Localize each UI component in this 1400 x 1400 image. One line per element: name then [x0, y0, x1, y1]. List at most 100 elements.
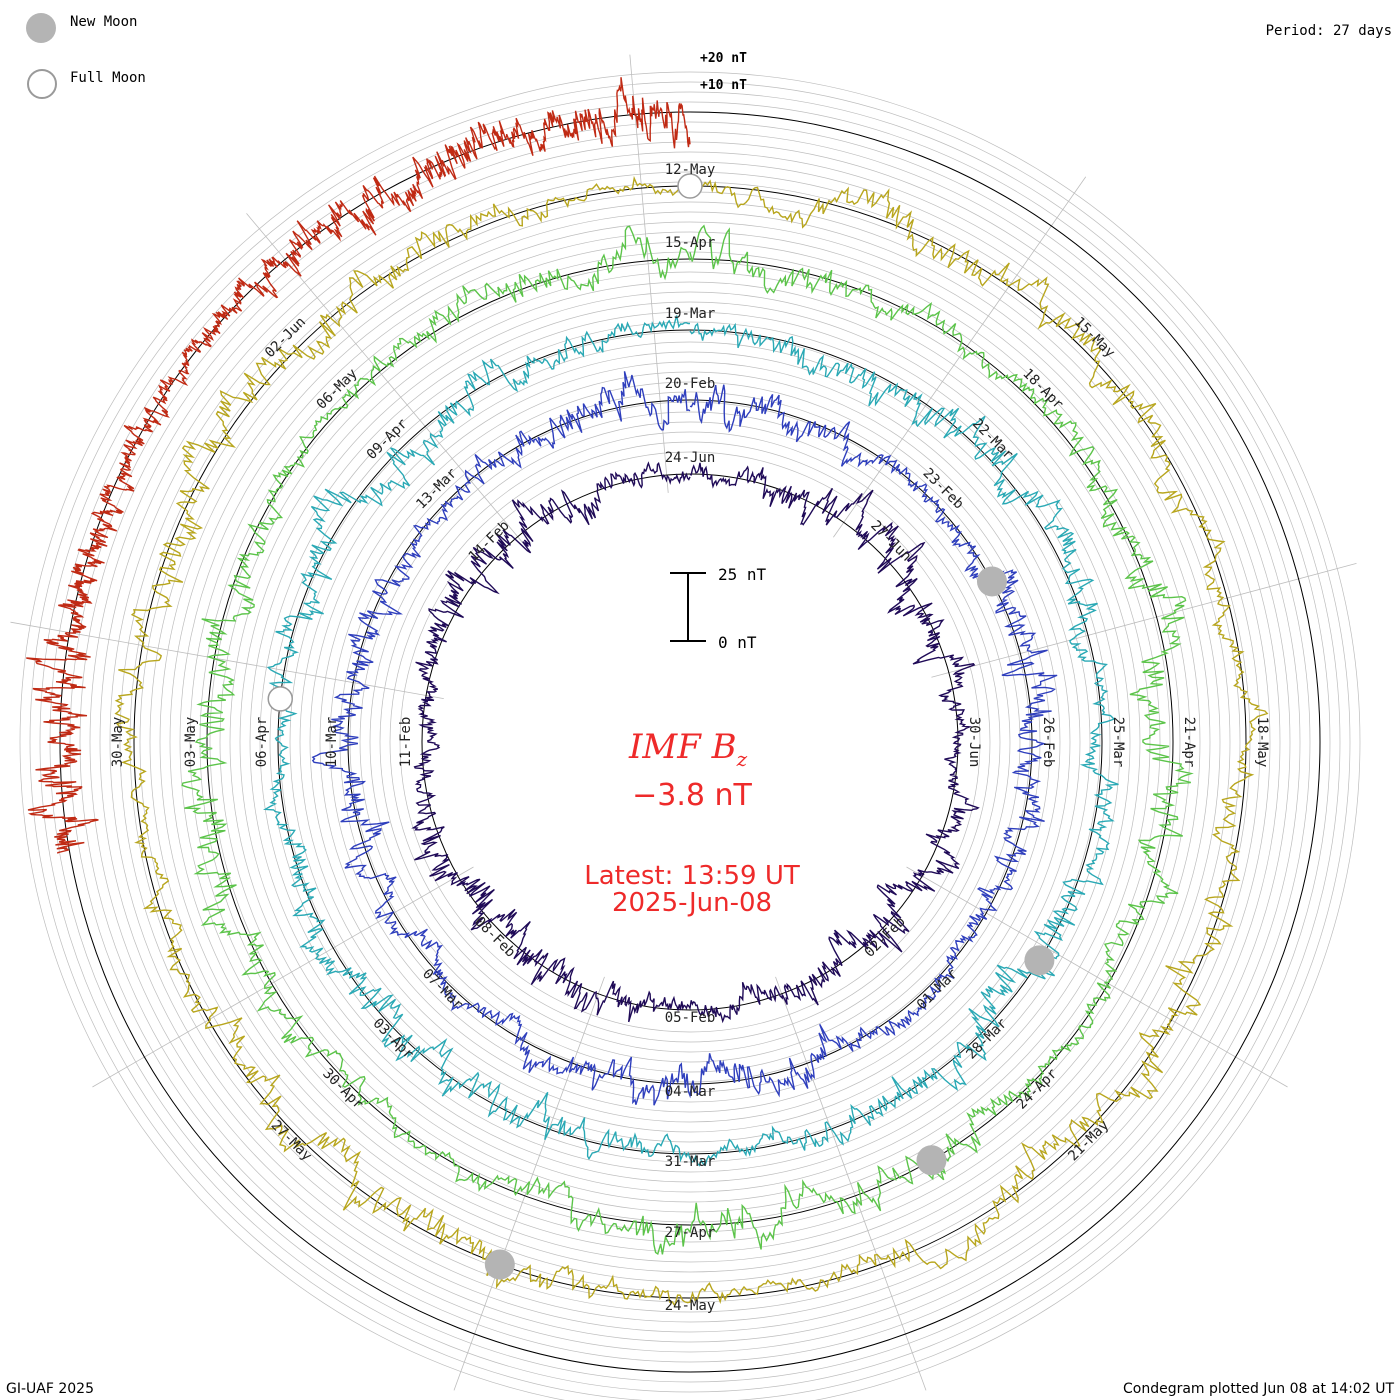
grid-circle	[329, 381, 1051, 1103]
legend: New Moon Full Moon	[24, 10, 224, 110]
grid-spoke	[775, 976, 927, 1391]
bz-trace-apr	[181, 224, 1194, 1256]
grid-circle	[39, 91, 1341, 1393]
date-label: 30-Apr	[319, 1066, 366, 1113]
date-label: 06-May	[314, 366, 361, 413]
grid-circle	[389, 441, 991, 1043]
grid-circle	[99, 151, 1281, 1333]
grid-circle	[239, 291, 1141, 1193]
date-label: 26-Feb	[1040, 717, 1056, 768]
bz-trace-mar	[263, 315, 1119, 1167]
grid-circle	[69, 121, 1311, 1363]
date-label: 18-May	[1254, 717, 1270, 768]
date-label: 05-Feb	[665, 1010, 716, 1026]
date-label: 30-Jun	[966, 717, 982, 768]
grid-circle	[169, 221, 1211, 1263]
bz-trace-jun	[26, 77, 691, 854]
bz-trace-febmar	[311, 371, 1058, 1106]
scale-bar-bottom-label: 0 nT	[718, 633, 757, 652]
grid-circle	[379, 431, 1001, 1053]
grid-circle	[29, 81, 1351, 1400]
grid-circle	[399, 451, 981, 1033]
grid-circle	[219, 271, 1161, 1213]
grid-circle	[369, 421, 1011, 1063]
date-label: 19-Mar	[665, 306, 716, 322]
date-label: 30-May	[110, 717, 126, 768]
grid-circle	[19, 71, 1361, 1400]
grid-circle	[249, 301, 1131, 1183]
date-label: 04-Mar	[665, 1084, 716, 1100]
ring-tick-10: +10 nT	[700, 78, 747, 93]
grid-circle	[179, 231, 1201, 1253]
full-moon-label: Full Moon	[70, 70, 146, 86]
date-label: 15-Apr	[665, 235, 716, 251]
new-moon-label: New Moon	[70, 14, 138, 30]
grid-circle	[149, 201, 1231, 1283]
grid-circle	[299, 351, 1081, 1133]
new-moon-marker	[1024, 945, 1055, 976]
footer-credit: GI-UAF 2025	[6, 1381, 94, 1397]
bz-trace-may	[114, 175, 1269, 1308]
grid-circle	[119, 171, 1261, 1313]
footer-plot-time: Condegram plotted Jun 08 at 14:02 UT	[1123, 1381, 1394, 1397]
date-label: 21-Apr	[1181, 717, 1197, 768]
date-label: 24-May	[665, 1298, 716, 1314]
grid-spoke	[92, 866, 474, 1088]
date-label: 11-Feb	[398, 717, 414, 768]
grid-spoke	[10, 621, 444, 699]
chart-title-subscript: z	[736, 747, 748, 771]
latest-date: 2025-Jun-08	[612, 888, 772, 918]
date-label: 02-Jun	[262, 314, 309, 361]
chart-title-main: IMF B	[628, 727, 737, 767]
grid-circle	[289, 341, 1091, 1143]
grid-circle	[229, 281, 1151, 1203]
new-moon-marker	[916, 1145, 947, 1176]
date-label: 24-Apr	[1014, 1066, 1061, 1113]
grid-circle	[109, 161, 1271, 1323]
full-moon-icon	[27, 69, 57, 99]
moon-markers	[267, 173, 1055, 1280]
bz-series	[26, 77, 1269, 1308]
grid-circle	[319, 371, 1061, 1113]
grid-spoke	[906, 866, 1288, 1088]
date-label: 25-Mar	[1110, 717, 1126, 768]
date-label: 24-Jun	[665, 450, 716, 466]
date-label: 31-Mar	[665, 1154, 716, 1170]
zero-baseline-ring	[421, 473, 959, 1011]
ring-tick-20: +20 nT	[700, 51, 747, 66]
date-label: 12-May	[665, 162, 716, 178]
grid-spoke	[931, 563, 1357, 678]
grid-circle	[269, 321, 1111, 1163]
date-label: 10-Mar	[324, 717, 340, 768]
chart-title: IMF Bz	[628, 727, 748, 771]
grid-circle	[189, 241, 1191, 1243]
new-moon-marker	[484, 1249, 515, 1280]
date-label: 20-Feb	[665, 376, 716, 392]
date-label: 06-Apr	[254, 717, 270, 768]
ring-grid	[19, 71, 1361, 1400]
date-label: 27-May	[268, 1117, 315, 1164]
date-label: 28-Mar	[963, 1015, 1010, 1062]
grid-circle	[79, 131, 1301, 1353]
bz-trace-janfeb	[411, 461, 980, 1024]
grid-spoke	[629, 54, 669, 493]
grid-circle	[309, 361, 1071, 1123]
period-label: Period: 27 days	[1265, 23, 1392, 39]
scale-bar-top-label: 25 nT	[718, 565, 767, 584]
date-label: 15-May	[1071, 314, 1118, 361]
grid-circle	[209, 261, 1171, 1223]
zero-baselines	[59, 111, 1321, 1373]
date-label: 03-May	[183, 717, 199, 768]
full-moon-marker	[267, 686, 294, 712]
zero-baseline-ring	[59, 111, 1321, 1373]
new-moon-icon	[26, 13, 56, 43]
date-label: 27-Apr	[665, 1225, 716, 1241]
grid-spoke	[833, 176, 1087, 538]
new-moon-marker	[976, 566, 1007, 597]
grid-circle	[259, 311, 1121, 1173]
latest-time: Latest: 13:59 UT	[584, 861, 800, 891]
date-label: 01-Mar	[914, 966, 961, 1013]
grid-circle	[159, 211, 1221, 1273]
scale-bar: 25 nT 0 nT	[670, 565, 767, 652]
